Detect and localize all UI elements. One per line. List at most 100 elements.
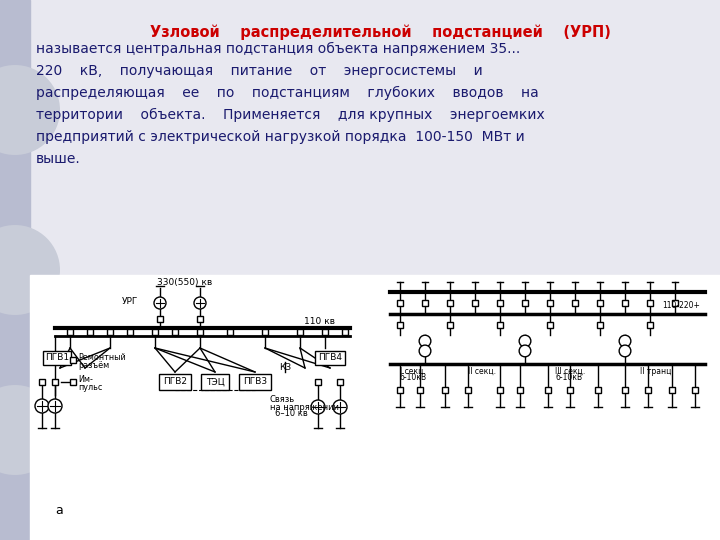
Bar xyxy=(0,0,30,540)
Text: территории    объекта.    Применяется    для крупных    энергоемких: территории объекта. Применяется для круп… xyxy=(36,108,545,122)
Text: 6–10 кв: 6–10 кв xyxy=(275,409,307,418)
Bar xyxy=(567,387,573,393)
Bar xyxy=(442,387,448,393)
Bar xyxy=(447,322,453,328)
Text: ПГВ3: ПГВ3 xyxy=(243,377,267,387)
Circle shape xyxy=(194,297,206,309)
Circle shape xyxy=(619,345,631,357)
Bar xyxy=(297,329,303,335)
Bar xyxy=(497,387,503,393)
Bar xyxy=(67,329,73,335)
Bar xyxy=(545,387,551,393)
Text: Узловой    распределительной    подстанцией    (УРП): Узловой распределительной подстанцией (У… xyxy=(150,24,611,39)
Bar xyxy=(572,300,578,306)
Circle shape xyxy=(0,225,60,315)
Text: Связь: Связь xyxy=(270,395,295,404)
Bar xyxy=(315,379,321,385)
Circle shape xyxy=(519,335,531,347)
Circle shape xyxy=(519,345,531,357)
Text: Им-: Им- xyxy=(78,375,93,384)
Bar xyxy=(30,275,720,540)
Text: разъём: разъём xyxy=(78,361,109,369)
Bar xyxy=(622,387,628,393)
Bar xyxy=(497,322,503,328)
Text: УРГ: УРГ xyxy=(122,298,138,307)
Bar xyxy=(239,374,271,390)
Bar xyxy=(547,300,553,306)
Text: 330(550) кв: 330(550) кв xyxy=(158,278,212,287)
Bar xyxy=(645,387,651,393)
Bar xyxy=(322,329,328,335)
Bar xyxy=(397,300,403,306)
Bar xyxy=(172,329,178,335)
Bar xyxy=(43,351,71,365)
Bar xyxy=(342,329,348,335)
Text: ПГВ2: ПГВ2 xyxy=(163,377,187,387)
Bar xyxy=(597,322,603,328)
Bar xyxy=(497,300,503,306)
Text: КЗ: КЗ xyxy=(279,363,291,373)
Circle shape xyxy=(154,297,166,309)
Circle shape xyxy=(48,399,62,413)
Bar xyxy=(647,322,653,328)
Text: распределяющая    ее    по    подстанциям    глубоких    вводов    на: распределяющая ее по подстанциям глубоки… xyxy=(36,86,539,100)
Text: а: а xyxy=(55,503,63,516)
Bar xyxy=(672,300,678,306)
Text: I секц.: I секц. xyxy=(400,367,426,375)
Bar xyxy=(522,300,528,306)
Circle shape xyxy=(619,335,631,347)
Bar xyxy=(547,322,553,328)
Bar xyxy=(87,329,93,335)
Text: 110 кв: 110 кв xyxy=(305,318,336,327)
Bar xyxy=(517,387,523,393)
Bar xyxy=(465,387,471,393)
Circle shape xyxy=(0,385,60,475)
Circle shape xyxy=(419,345,431,357)
Bar xyxy=(669,387,675,393)
Bar xyxy=(597,300,603,306)
Text: II секц.: II секц. xyxy=(468,367,496,375)
Text: Ремонтный: Ремонтный xyxy=(78,354,126,362)
Bar xyxy=(595,387,601,393)
Circle shape xyxy=(35,399,49,413)
Text: II транц.: II транц. xyxy=(640,367,674,375)
Bar xyxy=(337,379,343,385)
Circle shape xyxy=(419,335,431,347)
Text: на напряжении: на напряжении xyxy=(270,402,339,411)
Text: пульс: пульс xyxy=(78,382,102,392)
Bar xyxy=(70,357,76,363)
Bar xyxy=(692,387,698,393)
Bar xyxy=(157,316,163,322)
Bar xyxy=(70,379,76,385)
Bar xyxy=(647,300,653,306)
Bar xyxy=(197,316,203,322)
Text: ПГВ4: ПГВ4 xyxy=(318,354,342,362)
Bar xyxy=(197,329,203,335)
Text: 6-10кВ: 6-10кВ xyxy=(555,373,582,381)
Bar xyxy=(622,300,628,306)
Bar xyxy=(397,322,403,328)
Bar xyxy=(417,387,423,393)
Bar xyxy=(262,329,268,335)
Bar xyxy=(397,387,403,393)
Bar xyxy=(422,300,428,306)
Text: ПГВ1: ПГВ1 xyxy=(45,354,69,362)
Text: 110-220+: 110-220+ xyxy=(662,301,700,310)
Bar xyxy=(127,329,133,335)
Bar xyxy=(52,379,58,385)
Text: ТЭЦ: ТЭЦ xyxy=(206,377,225,387)
Text: называется центральная подстанция объекта напряжением 35...: называется центральная подстанция объект… xyxy=(36,42,521,56)
Text: 220    кВ,    получающая    питание    от    энергосистемы    и: 220 кВ, получающая питание от энергосист… xyxy=(36,64,482,78)
Bar xyxy=(159,374,191,390)
Bar xyxy=(447,300,453,306)
Bar xyxy=(227,329,233,335)
Bar xyxy=(201,374,229,390)
Bar xyxy=(107,329,113,335)
Circle shape xyxy=(311,400,325,414)
Bar xyxy=(315,351,345,365)
Bar xyxy=(39,379,45,385)
Text: 6-10кВ: 6-10кВ xyxy=(400,373,427,381)
Circle shape xyxy=(333,400,347,414)
Circle shape xyxy=(0,65,60,155)
Text: выше.: выше. xyxy=(36,152,81,166)
